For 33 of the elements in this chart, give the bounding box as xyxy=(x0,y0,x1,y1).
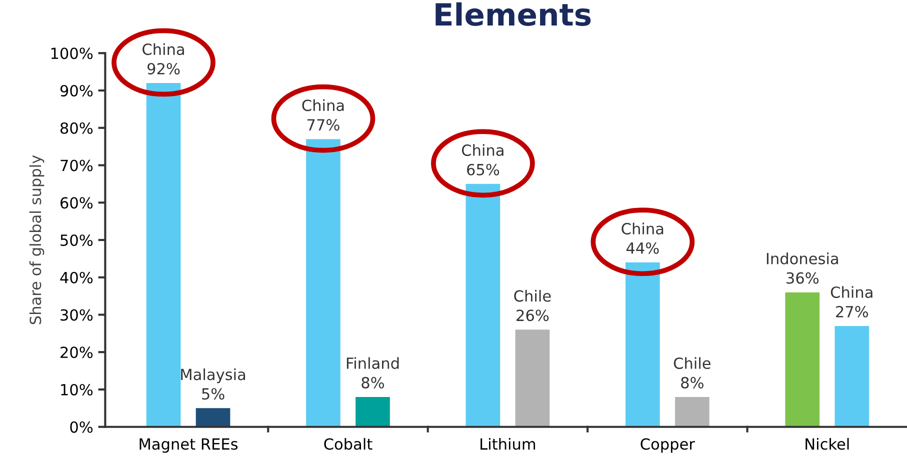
data-label: Chile 26% xyxy=(514,290,551,322)
data-label: China 92% xyxy=(142,43,184,75)
data-label: China 65% xyxy=(462,144,504,176)
x-tick-label: Lithium xyxy=(480,438,536,450)
data-label: China 27% xyxy=(830,286,872,318)
data-label: China 77% xyxy=(302,99,344,131)
x-tick-label: Nickel xyxy=(806,438,849,450)
y-tick-label: 10% xyxy=(61,384,93,396)
bar xyxy=(196,408,230,427)
data-label: Indonesia 36% xyxy=(766,252,838,284)
y-tick-label: 40% xyxy=(60,272,93,284)
y-tick-label: 60% xyxy=(60,197,93,209)
y-tick-label: 80% xyxy=(60,122,93,134)
y-tick-label: 70% xyxy=(60,160,93,172)
data-label: Chile 8% xyxy=(674,357,710,388)
y-tick-label: 0% xyxy=(70,421,93,433)
bar xyxy=(675,396,710,427)
bar xyxy=(515,330,550,427)
y-tick-label: 100% xyxy=(51,48,93,60)
bar xyxy=(356,396,390,427)
data-label: Finland 8% xyxy=(346,357,399,388)
data-label: China 44% xyxy=(622,222,664,254)
data-label: Malaysia 5% xyxy=(181,368,246,400)
chart-title: Elements xyxy=(436,2,591,26)
y-tick-label: 30% xyxy=(60,309,93,321)
y-tick-label: 50% xyxy=(60,234,93,246)
y-tick-label: 20% xyxy=(60,346,93,358)
y-axis-title: Share of global supply xyxy=(29,155,44,324)
y-tick-label: 90% xyxy=(60,84,93,97)
x-tick-label: Copper xyxy=(640,438,695,453)
x-tick-label: Magnet REEs xyxy=(140,438,238,453)
bar xyxy=(785,292,820,427)
x-tick-label: Cobalt xyxy=(324,438,372,450)
